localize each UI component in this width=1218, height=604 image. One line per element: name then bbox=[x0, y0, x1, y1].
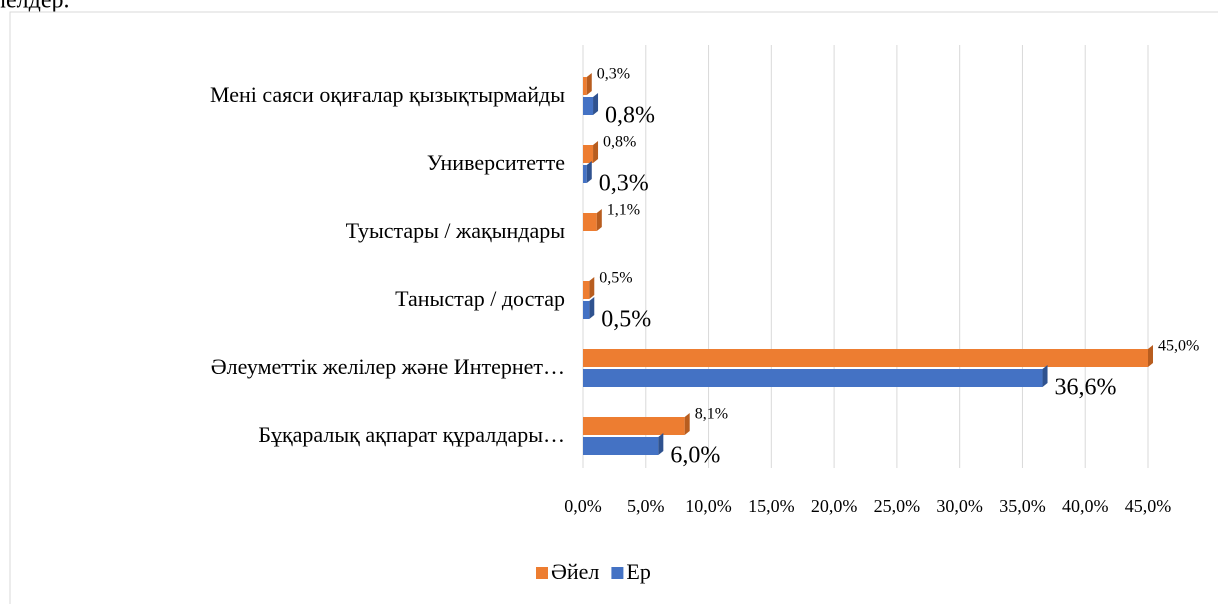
bar-depth bbox=[586, 161, 592, 183]
x-tick-label: 5,0% bbox=[627, 496, 665, 516]
y-tick-label: Бұқаралық ақпарат құралдары… bbox=[258, 422, 565, 447]
bar bbox=[583, 437, 659, 455]
data-label: 8,1% bbox=[695, 406, 728, 423]
x-tick-label: 15,0% bbox=[748, 496, 795, 516]
bar-depth bbox=[589, 297, 595, 319]
bar-depth bbox=[589, 277, 595, 299]
data-label: 0,3% bbox=[597, 66, 630, 83]
bar bbox=[583, 369, 1043, 387]
x-tick-label: 20,0% bbox=[811, 496, 858, 516]
bar bbox=[583, 281, 590, 299]
data-label: 36,6% bbox=[1055, 375, 1117, 401]
legend-label: Ер bbox=[626, 559, 650, 584]
data-label: 0,5% bbox=[599, 270, 632, 287]
x-tick-label: 35,0% bbox=[999, 496, 1046, 516]
data-label: 0,8% bbox=[605, 103, 655, 129]
y-tick-label: Таныстар / достар bbox=[395, 286, 565, 311]
bar bbox=[583, 165, 587, 183]
bar-depth bbox=[1042, 365, 1048, 387]
y-tick-label: Туыстары / жақындары bbox=[346, 218, 566, 243]
bar-depth bbox=[593, 141, 599, 163]
bar-depth bbox=[593, 93, 599, 115]
data-label: 0,8% bbox=[603, 134, 636, 151]
x-tick-label: 10,0% bbox=[685, 496, 732, 516]
x-tick-label: 30,0% bbox=[936, 496, 983, 516]
data-label: 45,0% bbox=[1158, 338, 1199, 355]
x-tick-label: 25,0% bbox=[874, 496, 921, 516]
x-tick-label: 45,0% bbox=[1125, 496, 1172, 516]
x-tick-label: 0,0% bbox=[564, 496, 602, 516]
bar bbox=[583, 349, 1148, 367]
y-tick-label: Университетте bbox=[427, 150, 565, 175]
legend-swatch bbox=[611, 567, 624, 579]
bar bbox=[583, 301, 590, 319]
bar bbox=[583, 97, 594, 115]
bar-depth bbox=[684, 413, 690, 435]
bar bbox=[583, 417, 685, 435]
bar bbox=[583, 213, 597, 231]
chart-frame bbox=[9, 11, 1218, 604]
bar bbox=[583, 77, 587, 95]
data-label: 1,1% bbox=[607, 202, 640, 219]
y-tick-label: Мені саяси оқиғалар қызықтырмайды bbox=[210, 82, 565, 107]
data-label: 0,3% bbox=[599, 171, 649, 197]
bar-depth bbox=[586, 73, 592, 95]
bar-depth bbox=[596, 209, 602, 231]
bar-depth bbox=[658, 433, 664, 455]
bar bbox=[583, 145, 594, 163]
page-fragment: лелдер. bbox=[0, 0, 69, 14]
bar-depth bbox=[1148, 345, 1153, 367]
data-label: 6,0% bbox=[670, 443, 720, 469]
legend-label: Әйел bbox=[551, 559, 599, 584]
x-tick-label: 40,0% bbox=[1062, 496, 1109, 516]
y-tick-label: Әлеуметтік желілер және Интернет… bbox=[211, 354, 565, 379]
legend-swatch bbox=[536, 567, 548, 579]
data-label: 0,5% bbox=[601, 307, 651, 333]
